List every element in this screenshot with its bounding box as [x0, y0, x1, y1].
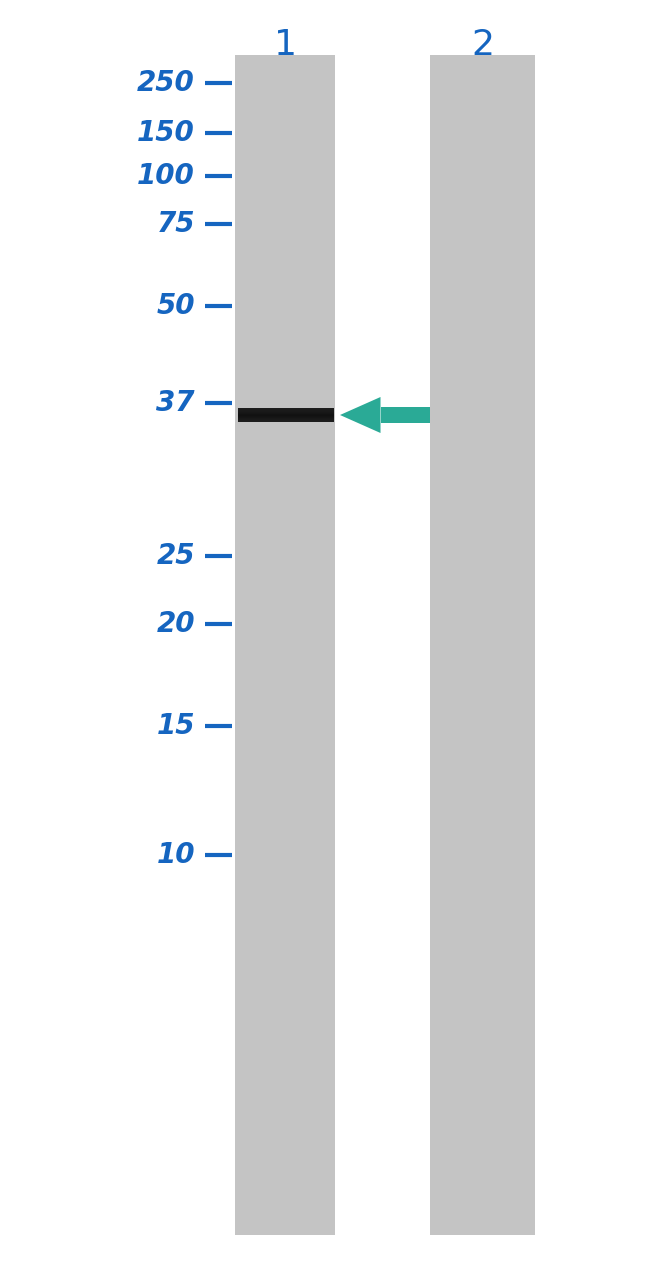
Text: 75: 75	[157, 210, 195, 237]
Text: 150: 150	[137, 119, 195, 147]
Text: 37: 37	[157, 389, 195, 417]
Bar	[235, 55, 335, 1234]
Text: 2: 2	[471, 28, 495, 62]
Text: 20: 20	[157, 610, 195, 638]
Text: 250: 250	[137, 69, 195, 97]
Text: 10: 10	[157, 841, 195, 869]
Text: 15: 15	[157, 712, 195, 740]
Text: 100: 100	[137, 163, 195, 190]
Text: 25: 25	[157, 542, 195, 570]
Bar	[430, 55, 535, 1234]
Text: 1: 1	[274, 28, 296, 62]
Text: 50: 50	[157, 292, 195, 320]
Bar	[380, 406, 430, 423]
Polygon shape	[340, 398, 380, 433]
Bar	[238, 408, 334, 422]
